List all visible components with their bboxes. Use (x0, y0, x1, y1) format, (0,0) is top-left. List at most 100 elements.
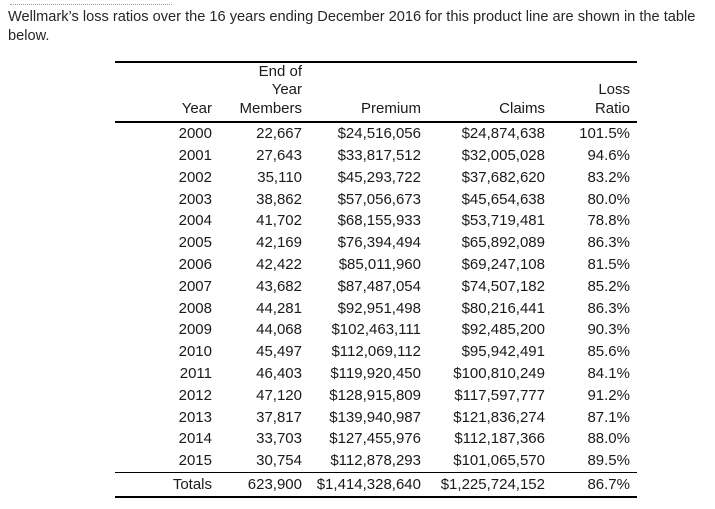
table-row: 2011 46,403 $119,920,450 $100,810,249 84.1% (115, 363, 637, 385)
cell-premium: $33,817,512 (337, 147, 421, 165)
cell-claims: $121,836,274 (453, 408, 545, 426)
intro-text-line-1: Wellmark’s loss ratios over the 16 years… (8, 9, 696, 25)
table-row: 2009 44,068 $102,463,111 $92,485,200 90.3% (115, 319, 637, 341)
cell-members: 37,817 (256, 408, 302, 426)
cell-claims: $95,942,491 (461, 343, 545, 361)
table-row: 2005 42,169 $76,394,494 $65,892,089 86.3% (115, 232, 637, 254)
table-row: 2002 35,110 $45,293,722 $37,682,620 83.2% (115, 167, 637, 189)
cell-premium: $85,011,960 (338, 256, 421, 273)
cell-premium: $119,920,450 (330, 364, 421, 382)
cell-loss_ratio: 80.0% (587, 190, 630, 208)
cell-loss_ratio: 87.1% (587, 408, 630, 426)
cell-loss_ratio: 86.3% (587, 299, 630, 317)
cell-loss_ratio: 94.6% (587, 147, 630, 165)
cell-premium: $139,940,987 (329, 408, 421, 426)
cell-loss_ratio: 90.3% (587, 321, 630, 339)
cell-claims: $45,654,638 (461, 190, 545, 208)
cell-premium: $127,455,976 (329, 430, 421, 448)
intro-paragraph: Wellmark’s loss ratios over the 16 years… (8, 8, 713, 46)
cell-members: 27,643 (256, 147, 302, 165)
cell-members: 38,862 (256, 190, 302, 208)
cell-premium: $102,463,111 (331, 321, 421, 339)
table-header: Year End of Year Members Premium Claims … (115, 62, 637, 123)
table-row: 2006 42,422 $85,011,960 $69,247,108 81.5% (115, 254, 637, 276)
cell-claims: $101,065,570 (453, 452, 545, 470)
cell-year: 2015 (178, 452, 212, 470)
totals-row: Totals 623,900 $1,414,328,640 $1,225,724… (115, 472, 637, 498)
cell-year: 2000 (178, 125, 212, 143)
cell-members: 47,120 (256, 386, 302, 404)
table-row: 2003 38,862 $57,056,673 $45,654,638 80.0% (115, 189, 637, 211)
cell-members: 45,497 (256, 343, 302, 361)
cell-members: 44,068 (256, 321, 302, 339)
header-premium-label: Premium (360, 99, 421, 117)
cell-claims: $24,874,638 (461, 125, 545, 143)
cell-year: 2011 (179, 364, 212, 382)
cell-year: 2005 (178, 234, 212, 252)
cell-loss_ratio: 86.3% (587, 234, 630, 252)
cell-premium: $112,878,293 (330, 452, 421, 470)
cell-year: 2009 (178, 321, 212, 339)
cell-premium: $128,915,809 (329, 386, 421, 404)
cell-year: 2004 (178, 212, 212, 230)
cell-loss_ratio: 85.6% (587, 343, 630, 361)
cell-claims: $92,485,200 (461, 321, 545, 339)
table-row: 2008 44,281 $92,951,498 $80,216,441 86.3% (115, 298, 637, 320)
cell-premium: $92,951,498 (337, 299, 421, 317)
header-year: Year (115, 62, 212, 122)
cell-year: 2013 (178, 408, 212, 426)
cell-premium: $57,056,673 (337, 190, 421, 208)
totals-label: Totals (172, 476, 212, 494)
totals-premium: $1,414,328,640 (316, 476, 421, 494)
table-row: 2013 37,817 $139,940,987 $121,836,274 87.1% (115, 407, 637, 429)
cell-loss_ratio: 101.5% (579, 125, 630, 143)
loss-table-body: 2000 22,667 $24,516,056 $24,874,638 101.5% 20… (115, 122, 637, 472)
cell-claims: $112,187,366 (454, 430, 545, 448)
cell-premium: $45,293,722 (337, 168, 421, 186)
cell-year: 2010 (178, 343, 212, 361)
table-row: 2004 41,702 $68,155,933 $53,719,481 78.8% (115, 210, 637, 232)
cell-members: 43,682 (256, 277, 302, 295)
header-loss-ratio-line-1: Loss (598, 81, 630, 99)
cell-year: 2007 (178, 277, 212, 295)
header-premium: Premium (302, 62, 421, 122)
header-members: End of Year Members (212, 62, 302, 122)
table-row: 2000 22,667 $24,516,056 $24,874,638 101.5% (115, 122, 637, 145)
cell-loss_ratio: 83.2% (587, 168, 630, 186)
cell-premium: $112,069,112 (331, 343, 421, 361)
table-footer: Totals 623,900 $1,414,328,640 $1,225,724… (115, 472, 637, 498)
cell-loss_ratio: 78.8% (587, 212, 630, 230)
header-claims-label: Claims (499, 99, 545, 117)
cell-members: 41,702 (256, 212, 302, 230)
cell-year: 2014 (178, 430, 212, 448)
table-row: 2010 45,497 $112,069,112 $95,942,491 85.6% (115, 341, 637, 363)
header-claims: Claims (421, 62, 545, 122)
cell-claims: $80,216,441 (461, 299, 545, 317)
cell-members: 30,754 (256, 452, 302, 470)
table-row: 2001 27,643 $33,817,512 $32,005,028 94.6% (115, 145, 637, 167)
intro-text-line-2: below. (8, 28, 50, 44)
cell-claims: $53,719,481 (461, 212, 545, 230)
cell-claims: $117,597,777 (454, 386, 545, 404)
table-row: 2007 43,682 $87,487,054 $74,507,182 85.2% (115, 276, 637, 298)
cell-loss_ratio: 84.1% (587, 364, 630, 382)
header-loss-ratio: Loss Ratio (545, 62, 637, 122)
loss-ratio-table: Year End of Year Members Premium Claims … (115, 61, 637, 498)
cell-members: 33,703 (256, 430, 302, 448)
cell-members: 22,667 (256, 125, 302, 143)
totals-loss-ratio: 86.7% (587, 476, 630, 494)
cell-year: 2002 (178, 168, 212, 186)
table-row: 2014 33,703 $127,455,976 $112,187,366 88.0% (115, 428, 637, 450)
header-members-line-3: Members (239, 99, 302, 117)
totals-members: 623,900 (247, 476, 302, 494)
header-loss-ratio-line-2: Ratio (594, 99, 630, 117)
cell-premium: $24,516,056 (337, 125, 421, 143)
cell-members: 44,281 (256, 299, 302, 317)
cell-claims: $69,247,108 (461, 256, 545, 273)
cell-members: 35,110 (257, 168, 302, 186)
cell-loss_ratio: 85.2% (587, 277, 630, 295)
totals-claims: $1,225,724,152 (440, 476, 545, 494)
dotted-underline-artifact (10, 4, 172, 5)
header-members-line-1: End of (258, 63, 302, 80)
cell-members: 42,169 (256, 234, 302, 252)
